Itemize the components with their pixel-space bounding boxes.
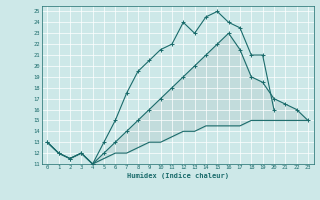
X-axis label: Humidex (Indice chaleur): Humidex (Indice chaleur) [127, 172, 228, 179]
